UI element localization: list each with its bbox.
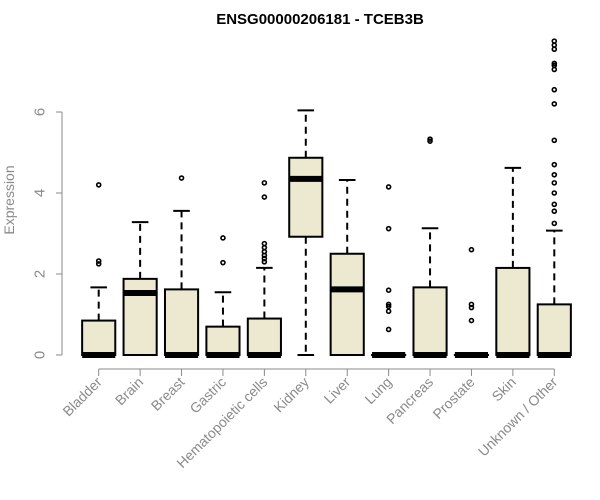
box-unknown-other [536,38,572,358]
box-iqr [412,286,448,356]
x-tick-label: Prostate [429,374,477,422]
outlier-point [551,208,558,215]
y-axis: 0 2 4 6 [32,108,63,359]
y-tick-label: 2 [32,270,49,278]
x-tick-label: Breast [148,374,188,414]
outlier-point [178,175,185,181]
outlier-point [385,303,392,310]
x-tick-label: Unknown / Other [475,374,561,460]
box-breast [163,175,200,358]
box-iqr [329,252,365,356]
x-tick-label: Brain [112,374,146,408]
x-tick-label: Skin [488,374,519,405]
outlier-point [261,194,268,200]
box-liver [329,179,365,356]
outlier-point [551,190,558,196]
outlier-point [468,301,475,308]
box-iqr [81,319,117,357]
outlier-point [385,308,392,315]
box-iqr [495,266,531,356]
box-skin [495,166,531,358]
box-iqr [205,325,241,356]
outlier-point [95,258,102,264]
y-tick-label: 0 [32,351,49,359]
outlier-point [551,62,558,69]
x-tick-label: Bladder [59,374,105,420]
outlier-point [220,259,226,266]
outlier-point [385,184,392,190]
box-pancreas [412,136,448,358]
outlier-point [551,137,558,144]
y-axis-label: Expression [1,165,17,234]
outlier-point [551,161,558,168]
box-iqr [163,288,200,357]
outlier-point [551,201,558,208]
outlier-point [385,301,392,308]
box-brain [122,221,158,356]
outlier-point [427,138,433,144]
box-iqr [288,156,324,238]
x-tick-label: Liver [321,374,354,407]
outlier-point [551,171,558,178]
box-gastric [205,235,241,358]
x-tick-label: Kidney [270,374,312,416]
box-kidney [288,109,324,356]
outlier-point [95,261,102,267]
outlier-point [261,180,268,186]
outlier-point [261,240,268,247]
x-tick-label: Lung [361,374,394,407]
outlier-point [385,326,392,333]
outlier-point [468,317,475,324]
outlier-point [385,287,392,294]
outlier-point [468,246,475,253]
box-bladder [81,182,117,358]
outlier-point [551,60,558,67]
outlier-point [95,182,102,188]
box-iqr [536,303,572,356]
box-lung [371,184,407,358]
y-tick-label: 4 [32,189,49,197]
boxes-group [81,38,572,358]
y-tick-label: 6 [32,108,49,116]
box-prostate [453,246,490,358]
outlier-point [551,38,558,44]
outlier-point [427,136,433,142]
outlier-point [551,86,558,93]
box-hematopoietic-cells [246,180,282,358]
outlier-point [220,235,226,241]
outlier-point [551,220,558,227]
outlier-point [385,225,392,232]
chart-title: ENSG00000206181 - TCEB3B [216,11,424,28]
outlier-point [551,101,558,107]
box-iqr [246,317,282,356]
outlier-point [551,180,558,186]
